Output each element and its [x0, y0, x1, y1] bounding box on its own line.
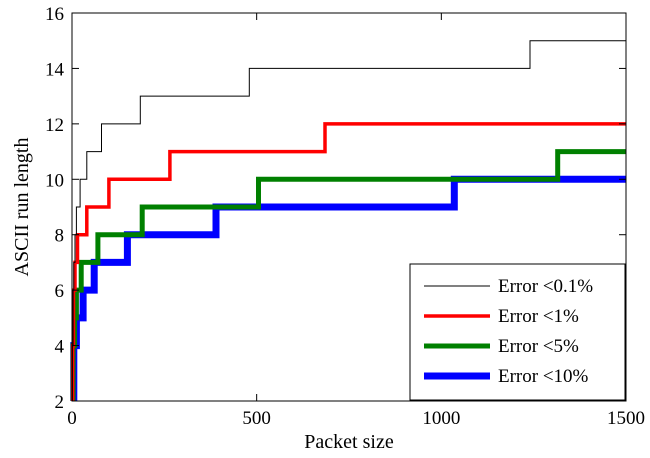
x-axis-label: Packet size — [304, 431, 394, 453]
y-tick-label-4: 10 — [45, 170, 64, 191]
y-tick-label-3: 8 — [55, 226, 65, 247]
legend-label-0: Error <0.1% — [498, 276, 593, 297]
y-tick-label-0: 2 — [55, 392, 65, 413]
legend-label-3: Error <10% — [498, 366, 589, 387]
y-tick-label-1: 4 — [55, 337, 65, 358]
x-tick-label-2: 1000 — [422, 408, 460, 429]
plot-frame — [71, 12, 627, 402]
legend-label-1: Error <1% — [498, 306, 579, 327]
x-tick-label-1: 500 — [242, 408, 271, 429]
legend: Error <0.1% Error <1% Error <5% Error <10% — [409, 263, 626, 401]
y-tick-label-5: 12 — [45, 115, 64, 136]
legend-label-2: Error <5% — [498, 336, 579, 357]
y-tick-label-2: 6 — [55, 281, 65, 302]
x-tick-label-0: 0 — [67, 408, 77, 429]
y-axis-label: ASCII run length — [11, 138, 33, 277]
y-tick-label-7: 16 — [45, 4, 64, 25]
x-tick-label-3: 1500 — [607, 408, 645, 429]
y-tick-label-6: 14 — [45, 59, 65, 80]
